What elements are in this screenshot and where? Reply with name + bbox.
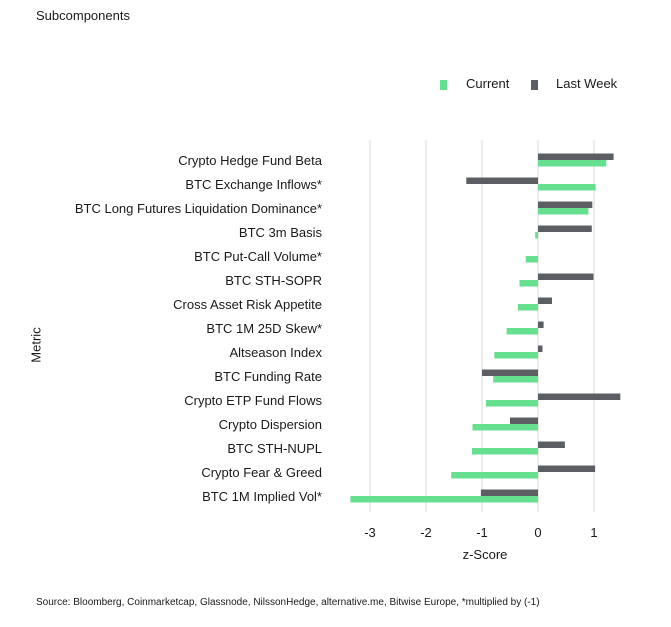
bar-last-week <box>538 273 594 280</box>
category-label: BTC STH-NUPL <box>227 441 322 456</box>
category-label: Cross Asset Risk Appetite <box>173 297 322 312</box>
legend: Current Last Week <box>0 76 671 94</box>
bar-last-week <box>538 297 552 304</box>
bar-current <box>472 424 538 431</box>
category-label: Crypto Hedge Fund Beta <box>178 153 323 168</box>
bar-current <box>525 256 538 263</box>
x-tick-labels: -3 -2 -1 0 1 <box>364 525 597 540</box>
bar-last-week <box>538 201 593 208</box>
bar-last-week <box>538 441 565 448</box>
bar-current <box>493 376 538 383</box>
bar-current <box>538 160 607 167</box>
category-label: BTC Put-Call Volume* <box>194 249 322 264</box>
bar-last-week <box>538 321 544 328</box>
category-label: BTC 3m Basis <box>239 225 323 240</box>
x-tick-label: 0 <box>534 525 541 540</box>
category-label: Crypto Fear & Greed <box>201 465 322 480</box>
bar-current <box>538 184 596 191</box>
bar-last-week <box>466 177 538 184</box>
x-axis-label: z-Score <box>463 547 508 562</box>
bar-last-week <box>510 417 538 424</box>
category-label: BTC Long Futures Liquidation Dominance* <box>75 201 322 216</box>
bar-last-week <box>538 153 614 160</box>
bar-current <box>350 496 538 503</box>
category-label: BTC 1M Implied Vol* <box>202 489 322 504</box>
chart-title: Subcomponents <box>36 8 130 23</box>
bar-current <box>538 208 589 215</box>
x-tick-label: -3 <box>364 525 376 540</box>
gridlines <box>369 140 595 512</box>
bar-current <box>471 448 538 455</box>
x-tick-label: -2 <box>420 525 432 540</box>
category-label: BTC STH-SOPR <box>225 273 322 288</box>
category-label: BTC Exchange Inflows* <box>185 177 322 192</box>
bar-last-week <box>538 345 543 352</box>
bar-current <box>494 352 538 359</box>
bar-last-week <box>538 225 592 232</box>
bar-current <box>535 232 538 239</box>
bar-current <box>451 472 538 479</box>
category-label: Crypto ETP Fund Flows <box>184 393 322 408</box>
bar-last-week <box>538 393 621 400</box>
legend-last-week-swatch <box>531 80 538 90</box>
category-label: BTC Funding Rate <box>214 369 322 384</box>
x-tick-label: 1 <box>590 525 597 540</box>
legend-current-label: Current <box>466 76 510 91</box>
source-note: Source: Bloomberg, Coinmarketcap, Glassn… <box>36 597 540 608</box>
bar-current <box>506 328 538 335</box>
category-label: Crypto Dispersion <box>219 417 322 432</box>
x-tick-label: -1 <box>476 525 488 540</box>
legend-current-swatch <box>440 80 447 90</box>
bar-last-week <box>480 489 538 496</box>
bar-last-week <box>538 465 596 472</box>
bar-last-week <box>482 369 538 376</box>
bar-current <box>519 280 538 287</box>
category-label: Altseason Index <box>229 345 322 360</box>
bars <box>350 153 621 503</box>
legend-last-week-label: Last Week <box>556 76 618 91</box>
bar-current <box>485 400 538 407</box>
category-labels: Crypto Hedge Fund Beta BTC Exchange Inflo… <box>75 153 323 504</box>
bar-current <box>517 304 538 311</box>
category-label: BTC 1M 25D Skew* <box>206 321 322 336</box>
